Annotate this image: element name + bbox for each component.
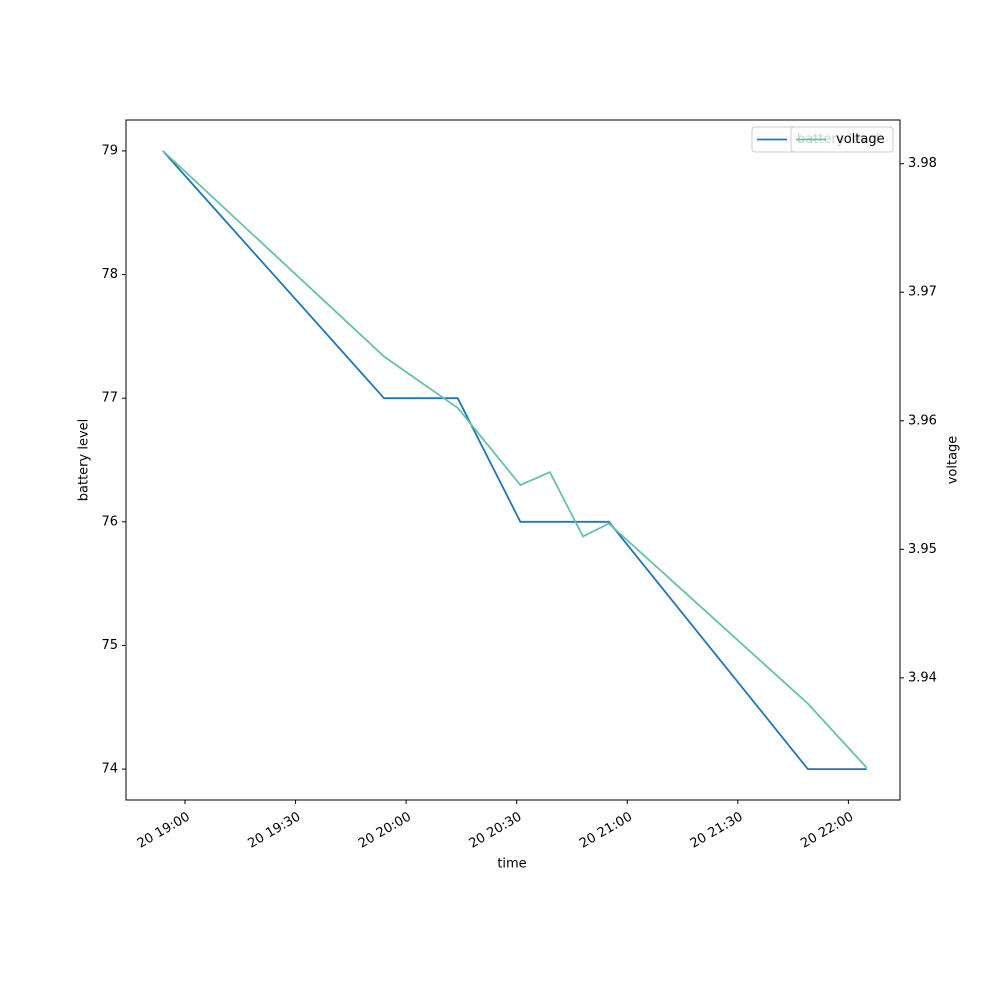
y-tick-label: 79 bbox=[101, 143, 118, 158]
plot-frame bbox=[125, 119, 901, 801]
x-tick-label: 20 22:00 bbox=[798, 810, 856, 852]
x-tick-label: 20 20:30 bbox=[467, 810, 525, 852]
y2-tick-label: 3.98 bbox=[908, 156, 937, 171]
y-tick-label: 75 bbox=[101, 638, 118, 653]
line-series bbox=[162, 150, 868, 769]
x-tick-label: 20 21:30 bbox=[688, 810, 746, 852]
x-tick-label: 20 21:00 bbox=[577, 810, 635, 852]
x-tick-label: 20 19:30 bbox=[245, 810, 303, 852]
y2-tick-label: 3.96 bbox=[908, 413, 937, 428]
x-tick-label: 20 19:00 bbox=[135, 810, 193, 852]
y2-axis-label: voltage bbox=[946, 436, 961, 485]
x-axis-label: time bbox=[497, 857, 526, 872]
legend-box bbox=[790, 126, 894, 153]
y-tick-label: 77 bbox=[101, 391, 118, 406]
x-tick-label: 20 20:00 bbox=[356, 810, 414, 852]
y-tick-label: 76 bbox=[101, 514, 118, 529]
y-tick-label: 78 bbox=[101, 267, 118, 282]
y2-tick-label: 3.97 bbox=[908, 285, 937, 300]
y2-tick-label: 3.95 bbox=[908, 542, 937, 557]
legend-label: voltage bbox=[836, 132, 885, 147]
y-axis-label: battery level bbox=[77, 419, 92, 502]
y2-tick-label: 3.94 bbox=[908, 670, 937, 685]
y-tick-label: 74 bbox=[101, 762, 118, 777]
line-series bbox=[162, 150, 867, 770]
